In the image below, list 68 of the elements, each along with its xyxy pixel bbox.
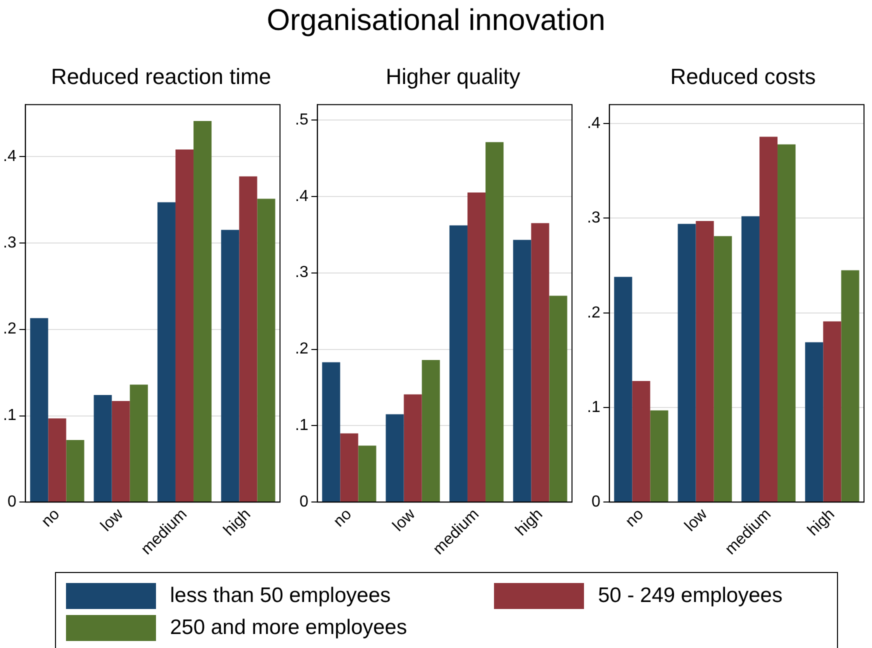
x-tick-label: high xyxy=(512,506,546,540)
bar xyxy=(841,270,860,502)
y-tick-label: .3 xyxy=(3,234,16,252)
bar xyxy=(239,176,258,502)
bar xyxy=(678,224,696,502)
bar xyxy=(404,394,422,502)
bar xyxy=(340,433,358,502)
y-tick-label: .1 xyxy=(587,398,600,416)
bar xyxy=(531,223,550,502)
y-tick-label: .3 xyxy=(295,264,308,282)
bar xyxy=(614,276,632,502)
y-tick-label: .2 xyxy=(587,304,600,322)
y-tick-label: .4 xyxy=(587,114,600,132)
y-tick-label: .3 xyxy=(587,210,600,227)
bar xyxy=(257,198,276,502)
bar xyxy=(358,446,376,502)
chart-title: Reduced costs xyxy=(669,63,817,91)
bar xyxy=(157,202,176,502)
bar xyxy=(130,384,148,502)
bar xyxy=(486,142,504,502)
chart-title: Reduced reaction time xyxy=(50,63,272,91)
legend-label: 50 - 249 employees xyxy=(598,584,782,608)
bar xyxy=(714,236,732,502)
bar xyxy=(48,418,66,502)
bar xyxy=(322,362,340,502)
bar xyxy=(112,401,130,502)
bar xyxy=(741,216,760,502)
bar xyxy=(422,360,440,502)
y-tick-label: .4 xyxy=(295,188,308,205)
bar xyxy=(805,342,824,502)
x-tick-label: low xyxy=(682,506,712,535)
bar xyxy=(94,395,112,502)
bar xyxy=(513,240,532,502)
y-tick-label: 0 xyxy=(299,494,308,511)
y-tick-label: .4 xyxy=(3,148,16,165)
bar xyxy=(449,225,468,502)
bar xyxy=(650,410,668,502)
x-tick-label: high xyxy=(804,506,838,540)
bar xyxy=(194,121,212,502)
y-tick-label: .2 xyxy=(3,320,16,338)
bar xyxy=(221,230,240,502)
bar xyxy=(696,221,714,502)
y-tick-label: .2 xyxy=(295,340,308,358)
chart-title: Higher quality xyxy=(384,63,522,91)
x-tick-label: no xyxy=(330,506,356,530)
x-tick-label: low xyxy=(98,506,128,535)
bar xyxy=(175,150,194,502)
bar xyxy=(30,318,48,502)
x-tick-label: no xyxy=(622,506,648,530)
x-tick-label: no xyxy=(38,506,64,530)
text: Organisational innovation xyxy=(266,4,606,38)
y-tick-label: 0 xyxy=(7,494,16,511)
bar xyxy=(549,296,568,502)
y-tick-label: .1 xyxy=(3,407,16,424)
bar xyxy=(778,144,796,502)
bar xyxy=(467,192,486,502)
legend-label: 250 and more employees xyxy=(170,616,407,640)
y-tick-label: 0 xyxy=(591,494,600,511)
y-tick-label: .5 xyxy=(295,111,308,128)
y-tick-label: .1 xyxy=(295,417,308,434)
x-tick-label: high xyxy=(220,506,254,540)
bar xyxy=(632,381,650,502)
bar xyxy=(66,440,84,502)
x-tick-label: low xyxy=(390,506,420,535)
legend-label: less than 50 employees xyxy=(170,584,391,608)
bar xyxy=(759,136,778,502)
bar xyxy=(386,414,404,502)
bar xyxy=(823,321,842,502)
